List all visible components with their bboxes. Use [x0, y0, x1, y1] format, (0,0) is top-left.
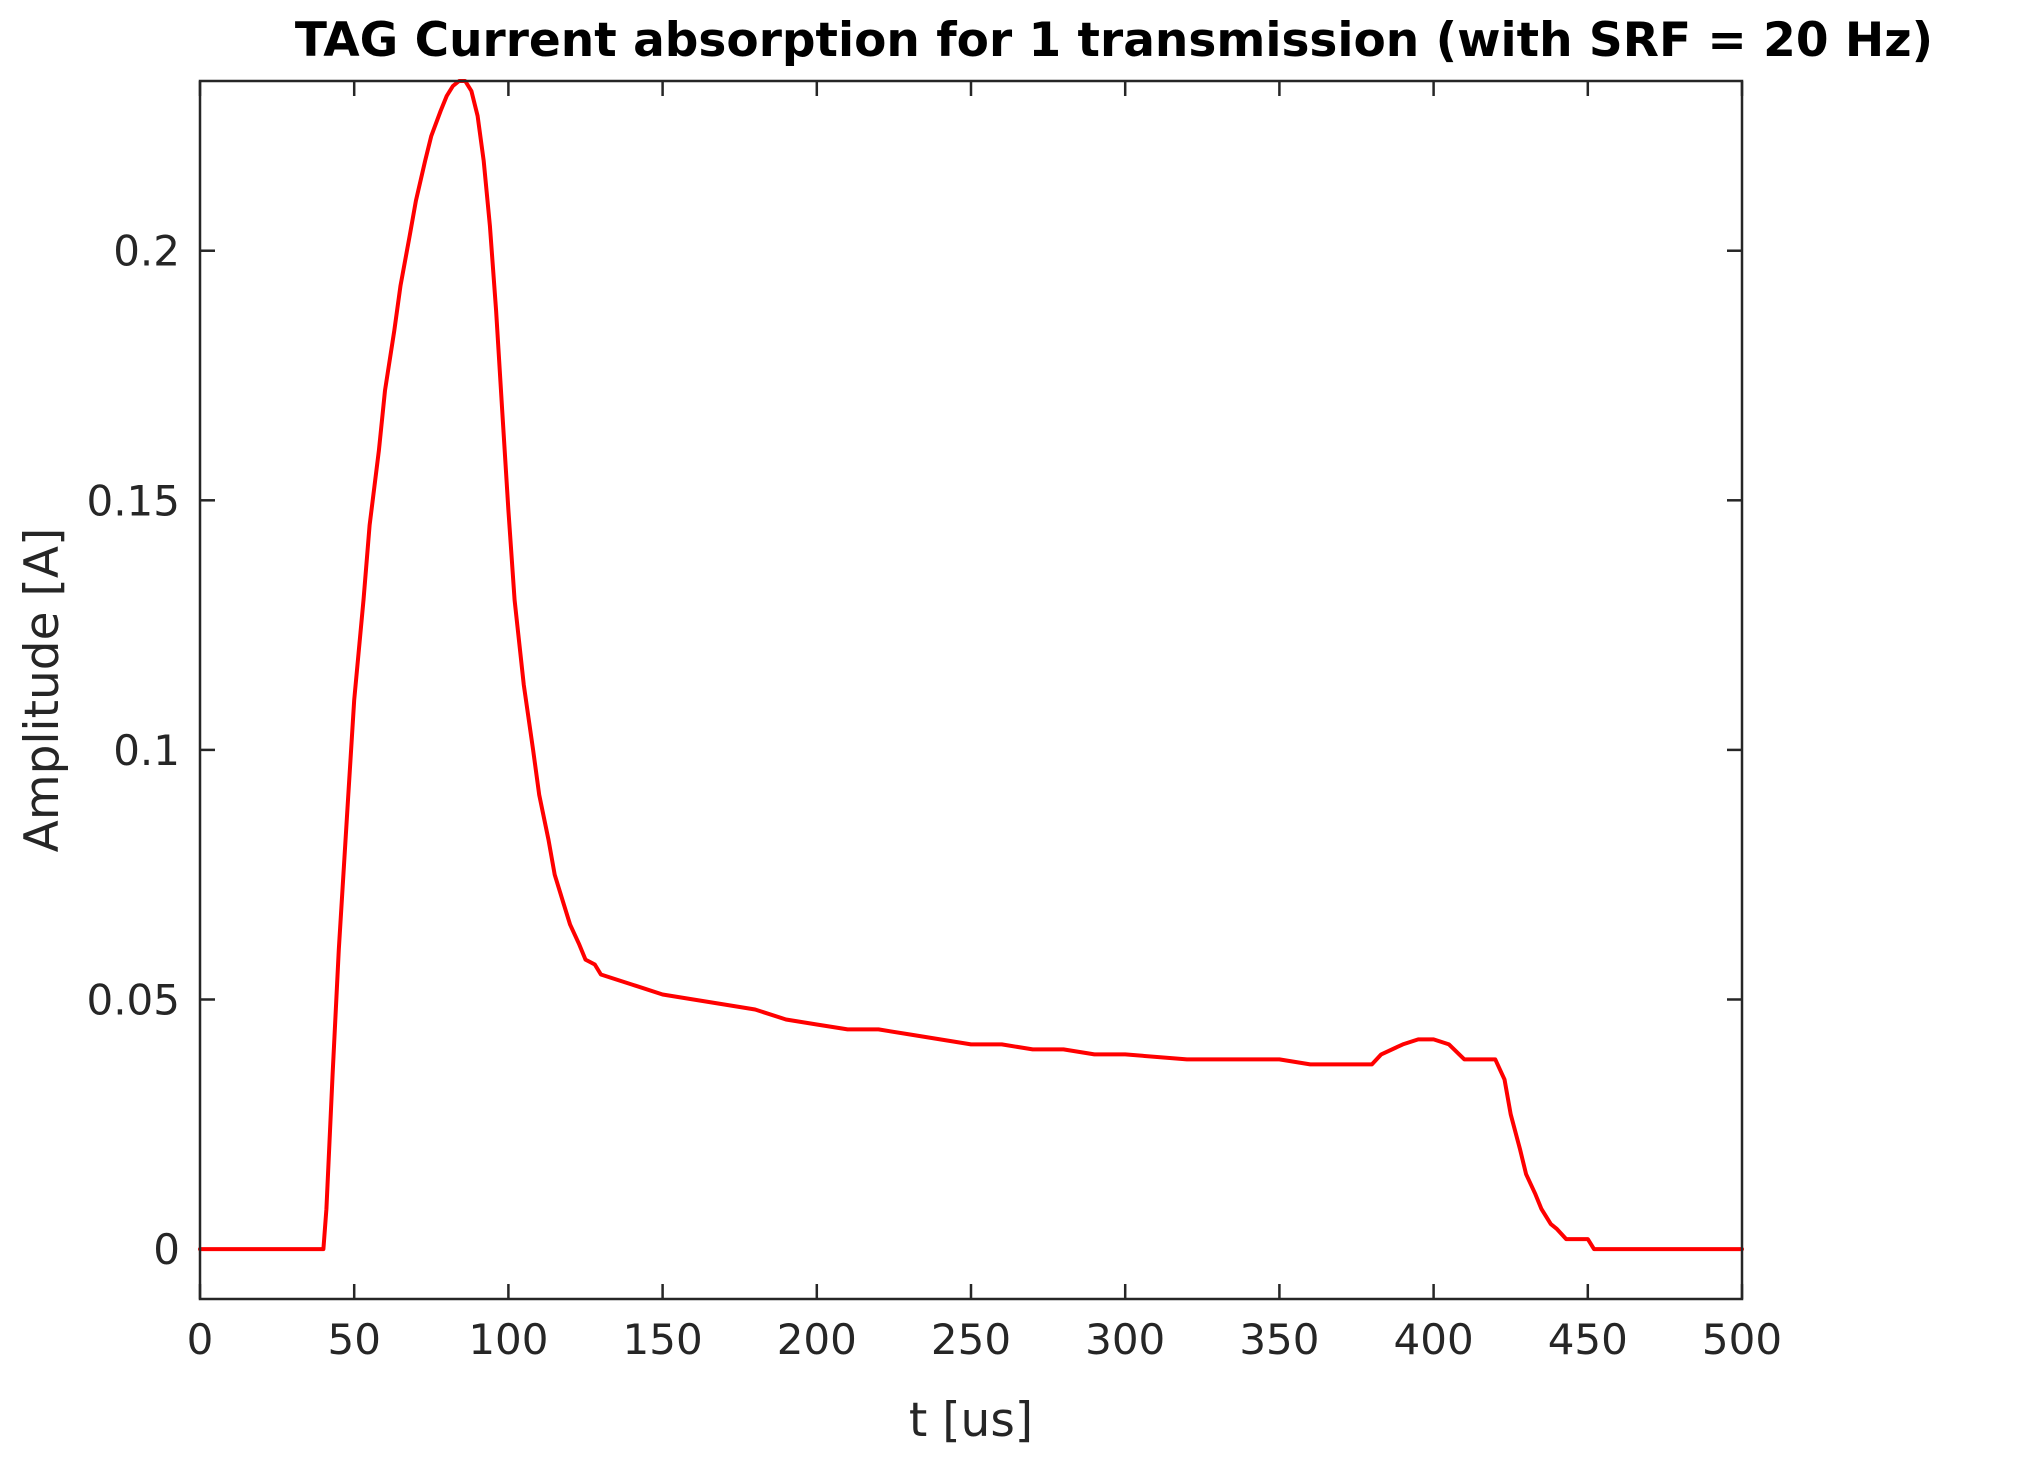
y-tick-label: 0.15 [86, 476, 180, 525]
series-line [198, 79, 1744, 1252]
x-axis-label: t [us] [909, 1393, 1033, 1448]
x-tick-label: 400 [1394, 1315, 1474, 1364]
x-tick-label: 200 [777, 1315, 857, 1364]
x-tick-label: 150 [623, 1315, 703, 1364]
x-tick-label: 50 [327, 1315, 380, 1364]
y-tick-label: 0.05 [86, 975, 180, 1024]
chart-title: TAG Current absorption for 1 transmissio… [295, 13, 1933, 68]
x-tick-label: 450 [1548, 1315, 1628, 1364]
x-tick-label: 100 [468, 1315, 548, 1364]
x-tick-label: 300 [1085, 1315, 1165, 1364]
x-tick-label: 0 [187, 1315, 214, 1364]
x-axis-ticks: 0 50 100 150 200 250 300 350 400 450 500 [187, 81, 1782, 1364]
y-axis-label: Amplitude [A] [15, 528, 70, 853]
x-tick-label: 500 [1702, 1315, 1782, 1364]
y-tick-label: 0.1 [113, 726, 180, 775]
x-tick-label: 250 [931, 1315, 1011, 1364]
x-tick-label: 350 [1239, 1315, 1319, 1364]
plot-frame [198, 79, 1744, 1301]
y-tick-label: 0 [153, 1225, 180, 1274]
y-tick-label: 0.2 [113, 227, 180, 276]
plot-area [200, 81, 1742, 1299]
y-axis-ticks: 0 0.05 0.1 0.15 0.2 [86, 227, 1742, 1274]
